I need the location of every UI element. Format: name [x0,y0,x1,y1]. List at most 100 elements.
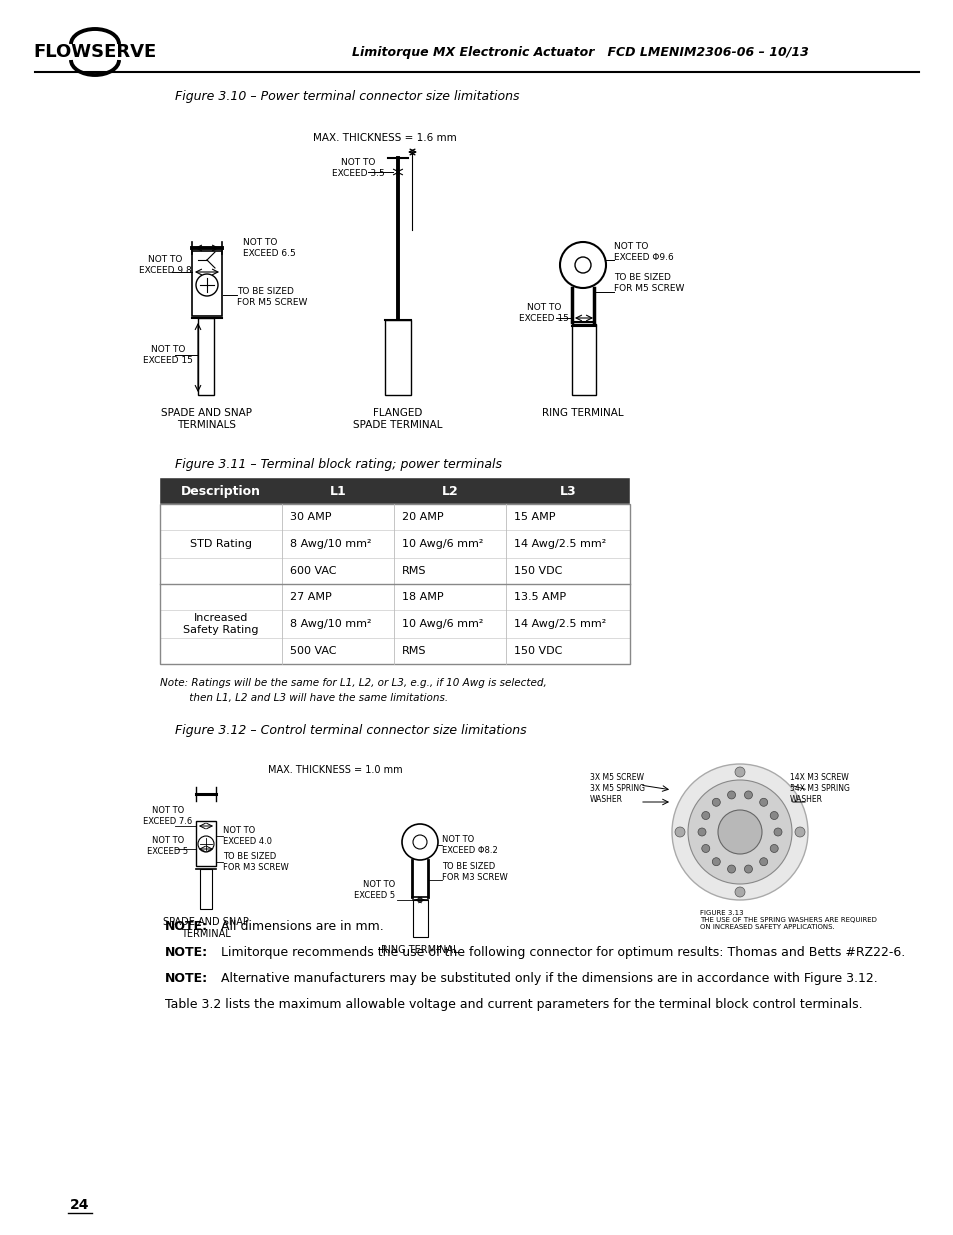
Text: NOT TO
EXCEED 15: NOT TO EXCEED 15 [518,304,568,322]
Circle shape [712,798,720,806]
Circle shape [769,845,778,852]
Text: 150 VDC: 150 VDC [514,566,561,576]
Text: NOT TO
EXCEED Φ9.6: NOT TO EXCEED Φ9.6 [614,242,673,262]
Text: FIGURE 3.13
THE USE OF THE SPRING WASHERS ARE REQUIRED
ON INCREASED SAFETY APPLI: FIGURE 3.13 THE USE OF THE SPRING WASHER… [700,910,876,930]
Bar [160,504,629,664]
Text: Limitorque recommends the use of the following connector for optimum results: Th: Limitorque recommends the use of the fol… [216,946,904,960]
Bar [160,558,629,584]
Bar [160,478,629,504]
Text: Table 3.2 lists the maximum allowable voltage and current parameters for the ter: Table 3.2 lists the maximum allowable vo… [165,998,862,1011]
Bar [160,530,629,558]
Text: NOT TO
EXCEED 7.6: NOT TO EXCEED 7.6 [143,806,193,826]
Text: Limitorque MX Electronic Actuator   FCD LMENIM2306-06 – 10/13: Limitorque MX Electronic Actuator FCD LM… [352,46,807,58]
Text: NOTE:: NOTE: [165,972,208,986]
Text: TO BE SIZED
FOR M3 SCREW: TO BE SIZED FOR M3 SCREW [223,852,289,872]
Text: NOT TO
EXCEED 4.0: NOT TO EXCEED 4.0 [223,826,272,846]
Text: RING TERMINAL: RING TERMINAL [381,945,458,955]
Text: L3: L3 [559,484,576,498]
Text: then L1, L2 and L3 will have the same limitations.: then L1, L2 and L3 will have the same li… [160,693,448,703]
Text: NOTE:: NOTE: [165,920,208,932]
Circle shape [773,827,781,836]
Text: NOTE:: NOTE: [165,946,208,960]
Text: 150 VDC: 150 VDC [514,646,561,656]
Text: 54X M3 SPRING
WASHER: 54X M3 SPRING WASHER [789,784,849,804]
Text: FLOWSERVE: FLOWSERVE [33,43,156,61]
Bar [572,324,596,395]
Circle shape [701,845,709,852]
Bar [385,320,411,395]
Text: NOT TO
EXCEED Φ8.2: NOT TO EXCEED Φ8.2 [441,835,497,855]
Text: 14 Awg/2.5 mm²: 14 Awg/2.5 mm² [514,619,605,629]
Text: 8 Awg/10 mm²: 8 Awg/10 mm² [290,538,371,550]
Text: 10 Awg/6 mm²: 10 Awg/6 mm² [401,619,483,629]
Text: TO BE SIZED
FOR M3 SCREW: TO BE SIZED FOR M3 SCREW [441,862,507,882]
Bar [200,869,212,909]
Text: Figure 3.10 – Power terminal connector size limitations: Figure 3.10 – Power terminal connector s… [174,89,519,103]
Text: 14 Awg/2.5 mm²: 14 Awg/2.5 mm² [514,538,605,550]
Text: FLANGED
SPADE TERMINAL: FLANGED SPADE TERMINAL [353,408,442,430]
Text: NOT TO
EXCEED 15: NOT TO EXCEED 15 [143,346,193,364]
Text: NOT TO
EXCEED 6.5: NOT TO EXCEED 6.5 [243,238,295,258]
Text: 30 AMP: 30 AMP [290,513,331,522]
Circle shape [698,827,705,836]
Circle shape [794,827,804,837]
Text: 15 AMP: 15 AMP [514,513,555,522]
Text: 27 AMP: 27 AMP [290,592,332,601]
Text: MAX. THICKNESS = 1.6 mm: MAX. THICKNESS = 1.6 mm [313,133,456,143]
Circle shape [727,790,735,799]
Circle shape [727,864,735,873]
Circle shape [671,764,807,900]
Text: All dimensions are in mm.: All dimensions are in mm. [216,920,383,932]
Circle shape [701,811,709,820]
Text: MAX. THICKNESS = 1.0 mm: MAX. THICKNESS = 1.0 mm [268,764,402,776]
Circle shape [759,858,767,866]
Bar [160,638,629,664]
Text: 14X M3 SCREW: 14X M3 SCREW [789,773,848,782]
Text: SPADE AND SNAP
TERMINAL: SPADE AND SNAP TERMINAL [163,918,249,939]
Text: TO BE SIZED
FOR M5 SCREW: TO BE SIZED FOR M5 SCREW [614,273,683,293]
Text: NOT TO
EXCEED 5: NOT TO EXCEED 5 [354,881,395,900]
Circle shape [769,811,778,820]
Circle shape [759,798,767,806]
Text: 20 AMP: 20 AMP [401,513,443,522]
Text: TO BE SIZED
FOR M5 SCREW: TO BE SIZED FOR M5 SCREW [236,288,307,306]
Text: 24: 24 [71,1198,90,1212]
Text: Increased
Safety Rating: Increased Safety Rating [183,614,258,635]
Circle shape [712,858,720,866]
Text: STD Rating: STD Rating [190,538,252,550]
Text: SPADE AND SNAP
TERMINALS: SPADE AND SNAP TERMINALS [161,408,253,430]
Bar [413,900,428,937]
Circle shape [734,767,744,777]
Text: 3X M5 SCREW: 3X M5 SCREW [589,773,643,782]
Bar [160,504,629,530]
Text: NOT TO
EXCEED 3.5: NOT TO EXCEED 3.5 [332,158,384,178]
Text: 10 Awg/6 mm²: 10 Awg/6 mm² [401,538,483,550]
Text: RMS: RMS [401,646,426,656]
Bar [192,251,222,316]
Circle shape [734,887,744,897]
Text: 600 VAC: 600 VAC [290,566,336,576]
Text: RING TERMINAL: RING TERMINAL [541,408,623,417]
Bar [195,821,215,866]
Circle shape [718,810,761,853]
Bar [160,584,629,610]
Circle shape [743,864,752,873]
Text: RMS: RMS [401,566,426,576]
Text: Description: Description [181,484,261,498]
Text: Alternative manufacturers may be substituted only if the dimensions are in accor: Alternative manufacturers may be substit… [216,972,877,986]
Text: L1: L1 [330,484,346,498]
Text: 13.5 AMP: 13.5 AMP [514,592,565,601]
Bar [160,610,629,638]
Text: 8 Awg/10 mm²: 8 Awg/10 mm² [290,619,371,629]
Text: 3X M5 SPRING
WASHER: 3X M5 SPRING WASHER [589,784,644,804]
Circle shape [743,790,752,799]
Text: Note: Ratings will be the same for L1, L2, or L3, e.g., if 10 Awg is selected,: Note: Ratings will be the same for L1, L… [160,678,546,688]
Text: 18 AMP: 18 AMP [401,592,443,601]
Text: Figure 3.11 – Terminal block rating; power terminals: Figure 3.11 – Terminal block rating; pow… [174,457,501,471]
Circle shape [687,781,791,884]
Circle shape [675,827,684,837]
Text: Figure 3.12 – Control terminal connector size limitations: Figure 3.12 – Control terminal connector… [174,724,526,736]
Bar [198,317,213,395]
Text: 500 VAC: 500 VAC [290,646,336,656]
Text: L2: L2 [441,484,457,498]
